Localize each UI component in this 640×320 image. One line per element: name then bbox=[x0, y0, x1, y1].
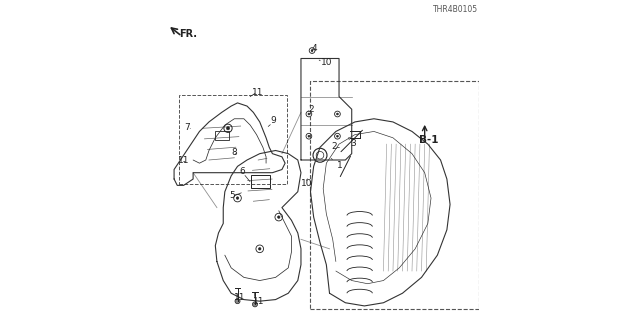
Text: FR.: FR. bbox=[179, 29, 197, 39]
Text: 6: 6 bbox=[239, 167, 245, 176]
Circle shape bbox=[227, 127, 230, 130]
Text: THR4B0105: THR4B0105 bbox=[433, 5, 477, 14]
Circle shape bbox=[252, 302, 257, 307]
Text: 11: 11 bbox=[252, 88, 263, 97]
Text: 10: 10 bbox=[321, 59, 332, 68]
Text: 11: 11 bbox=[253, 297, 265, 306]
Text: 9: 9 bbox=[271, 116, 276, 125]
Circle shape bbox=[259, 248, 261, 250]
Text: 5: 5 bbox=[229, 191, 235, 200]
Circle shape bbox=[278, 216, 280, 218]
Circle shape bbox=[308, 135, 310, 137]
Text: 4: 4 bbox=[311, 44, 317, 52]
Text: 7: 7 bbox=[184, 123, 190, 132]
Bar bbox=[179, 95, 287, 184]
FancyBboxPatch shape bbox=[214, 131, 228, 140]
Circle shape bbox=[337, 113, 339, 115]
FancyBboxPatch shape bbox=[251, 175, 270, 188]
Text: 11: 11 bbox=[178, 156, 189, 164]
Text: 2: 2 bbox=[308, 105, 314, 115]
Text: 3: 3 bbox=[350, 139, 356, 148]
Circle shape bbox=[235, 299, 240, 304]
Bar bbox=[310, 81, 479, 309]
Text: 10: 10 bbox=[301, 179, 312, 188]
Text: 11: 11 bbox=[234, 293, 245, 302]
Circle shape bbox=[311, 50, 313, 52]
Text: 8: 8 bbox=[231, 148, 237, 157]
Text: B-1: B-1 bbox=[419, 135, 438, 145]
Text: 2: 2 bbox=[331, 142, 337, 151]
Circle shape bbox=[337, 135, 339, 137]
Circle shape bbox=[236, 197, 239, 199]
Text: 1: 1 bbox=[331, 158, 343, 170]
Circle shape bbox=[308, 113, 310, 115]
